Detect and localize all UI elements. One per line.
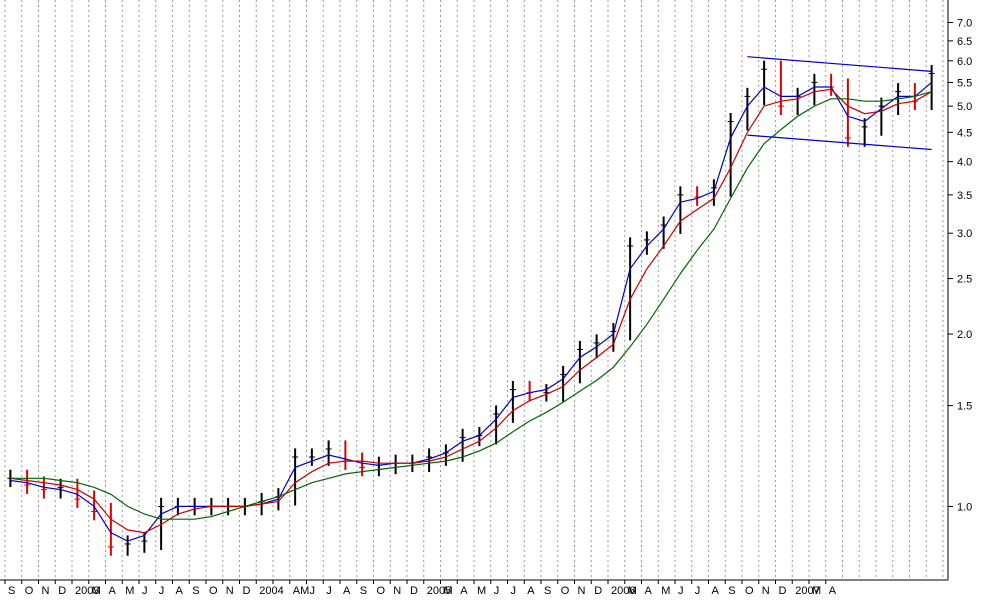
y-tick-label: 1.5 <box>957 401 972 413</box>
y-tick-label: 4.5 <box>957 127 972 139</box>
x-tick-label: D <box>58 585 66 595</box>
x-tick-label: N <box>226 585 234 595</box>
y-tick-label: 3.0 <box>957 228 972 240</box>
y-tick-label: 2.5 <box>957 274 972 286</box>
x-tick-label: AM <box>293 585 310 595</box>
trendline-0 <box>747 56 932 72</box>
x-tick-label: S <box>544 585 551 595</box>
x-tick-label: A <box>109 585 117 595</box>
x-tick-label: O <box>25 585 34 595</box>
x-tick-label: D <box>243 585 251 595</box>
x-tick-label: J <box>511 585 517 595</box>
y-tick-label: 6.5 <box>957 36 972 48</box>
x-tick-label: M <box>92 585 101 595</box>
y-tick-label: 1.0 <box>957 501 972 513</box>
x-tick-label: J <box>695 585 701 595</box>
x-tick-label: N <box>42 585 50 595</box>
x-tick-label: D <box>410 585 418 595</box>
x-tick-label: 2005 <box>427 585 451 595</box>
x-tick-label: O <box>745 585 754 595</box>
x-tick-label: N <box>762 585 770 595</box>
moving-average-line-2 <box>10 88 932 534</box>
moving-average-line-1 <box>10 81 932 542</box>
series-layer <box>7 60 935 556</box>
x-tick-label: O <box>561 585 570 595</box>
y-tick-label: 3.5 <box>957 190 972 202</box>
y-tick-label: 6.0 <box>957 56 972 68</box>
trendline-1 <box>747 134 932 151</box>
x-tick-label: O <box>377 585 386 595</box>
moving-average-line-3 <box>10 91 932 520</box>
x-tick-label: S <box>728 585 735 595</box>
x-tick-label: M <box>444 585 453 595</box>
x-tick-label: 2003 <box>75 585 99 595</box>
x-tick-label: 2007 <box>795 585 819 595</box>
x-tick-label: J <box>142 585 148 595</box>
x-tick-label: N <box>578 585 586 595</box>
x-tick-label: M <box>125 585 134 595</box>
y-tick-label: 5.5 <box>957 77 972 89</box>
x-tick-label: 2006 <box>611 585 635 595</box>
trendlines <box>747 56 932 151</box>
x-tick-label: J <box>159 585 165 595</box>
y-tick-label: 5.0 <box>957 101 972 113</box>
x-tick-label: D <box>594 585 602 595</box>
y-tick-label: 7.0 <box>957 17 972 29</box>
x-tick-label: J <box>494 585 500 595</box>
x-tick-label: N <box>393 585 401 595</box>
x-tick-label: A <box>829 585 837 595</box>
x-tick-label: S <box>192 585 199 595</box>
x-tick-label: A <box>176 585 184 595</box>
x-tick-label: D <box>779 585 787 595</box>
x-tick-label: S <box>360 585 367 595</box>
x-tick-label: A <box>645 585 653 595</box>
x-tick-label: A <box>343 585 351 595</box>
y-tick-label: 4.0 <box>957 157 972 169</box>
x-tick-label: S <box>8 585 15 595</box>
x-tick-label: A <box>527 585 535 595</box>
x-tick-label: A <box>712 585 720 595</box>
x-tick-label: M <box>812 585 821 595</box>
x-tick-label: M <box>477 585 486 595</box>
x-tick-label: J <box>678 585 684 595</box>
x-tick-label: O <box>209 585 218 595</box>
vertical-grid <box>4 0 944 580</box>
x-tick-label: A <box>460 585 468 595</box>
x-tick-label: J <box>310 585 316 595</box>
x-tick-label: M <box>628 585 637 595</box>
x-tick-label: J <box>326 585 332 595</box>
y-tick-label: 2.0 <box>957 329 972 341</box>
y-axis: 7.0 6.5 6.0 5.5 5.0 4.5 4.0 3.5 3.0 2.5 2.0 1.5 1.0 <box>948 17 972 513</box>
x-tick-label: M <box>661 585 670 595</box>
x-tick-label: 2004 <box>259 585 283 595</box>
